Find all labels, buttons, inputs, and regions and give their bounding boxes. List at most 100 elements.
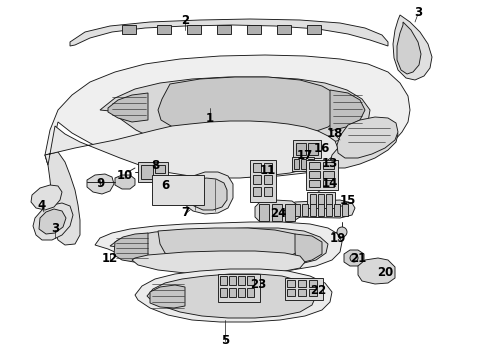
Bar: [187, 25, 201, 34]
Bar: [298, 280, 306, 287]
Bar: [229, 288, 236, 297]
Polygon shape: [33, 203, 73, 240]
Bar: [296, 143, 306, 155]
Bar: [250, 160, 276, 202]
Bar: [157, 25, 171, 34]
Bar: [374, 272, 383, 279]
Text: 22: 22: [310, 284, 326, 297]
Polygon shape: [358, 258, 395, 284]
Polygon shape: [110, 228, 328, 269]
Polygon shape: [158, 228, 300, 265]
Bar: [309, 289, 317, 296]
Polygon shape: [70, 19, 388, 46]
Bar: [323, 171, 334, 178]
Bar: [141, 165, 153, 179]
Bar: [306, 160, 338, 190]
Polygon shape: [39, 209, 66, 234]
Polygon shape: [393, 15, 432, 80]
Polygon shape: [31, 185, 62, 210]
Polygon shape: [188, 178, 227, 210]
Polygon shape: [100, 77, 370, 153]
Polygon shape: [397, 22, 421, 74]
Text: 10: 10: [117, 168, 133, 181]
Bar: [217, 25, 231, 34]
Bar: [309, 280, 317, 287]
Bar: [238, 288, 245, 297]
Text: 7: 7: [181, 206, 189, 219]
Polygon shape: [147, 274, 316, 318]
Text: 23: 23: [250, 279, 266, 292]
Bar: [302, 204, 308, 216]
Polygon shape: [344, 250, 364, 266]
Bar: [253, 187, 261, 196]
Bar: [307, 25, 321, 34]
Bar: [308, 159, 313, 169]
Bar: [229, 276, 236, 285]
Bar: [334, 204, 340, 216]
Polygon shape: [255, 200, 300, 224]
Bar: [277, 25, 291, 34]
Text: 20: 20: [377, 266, 393, 279]
Bar: [298, 289, 306, 296]
Bar: [293, 140, 321, 158]
Bar: [155, 165, 165, 173]
Text: 17: 17: [297, 149, 313, 162]
Bar: [318, 204, 324, 216]
Text: 19: 19: [330, 231, 346, 244]
Polygon shape: [135, 269, 332, 322]
Text: 16: 16: [314, 141, 330, 154]
Bar: [247, 276, 254, 285]
Bar: [301, 159, 306, 169]
Text: 11: 11: [260, 163, 276, 176]
Text: 1: 1: [206, 112, 214, 125]
Bar: [323, 180, 334, 187]
Polygon shape: [45, 152, 80, 245]
Bar: [307, 192, 335, 208]
Bar: [218, 274, 260, 302]
Bar: [138, 162, 168, 182]
Bar: [253, 163, 261, 172]
Polygon shape: [87, 174, 114, 194]
Text: 13: 13: [322, 157, 338, 170]
Bar: [309, 180, 320, 187]
Circle shape: [337, 227, 347, 237]
Bar: [287, 289, 295, 296]
Polygon shape: [45, 121, 338, 178]
Text: 2: 2: [181, 14, 189, 27]
Bar: [309, 171, 320, 178]
Bar: [362, 272, 371, 279]
Bar: [264, 163, 272, 172]
Bar: [310, 194, 316, 206]
Polygon shape: [132, 251, 305, 274]
Bar: [326, 194, 332, 206]
Text: 4: 4: [38, 198, 46, 212]
Text: 15: 15: [340, 194, 356, 207]
Text: 12: 12: [102, 252, 118, 265]
Bar: [308, 143, 318, 155]
Polygon shape: [337, 117, 398, 158]
Bar: [323, 162, 334, 169]
Polygon shape: [115, 175, 135, 189]
Circle shape: [350, 254, 358, 262]
Bar: [220, 276, 227, 285]
Bar: [374, 263, 383, 270]
Polygon shape: [95, 222, 342, 273]
Bar: [122, 25, 136, 34]
Bar: [247, 288, 254, 297]
Polygon shape: [330, 90, 365, 131]
Bar: [264, 175, 272, 184]
Polygon shape: [150, 285, 185, 308]
Bar: [285, 204, 295, 221]
Bar: [264, 187, 272, 196]
Bar: [362, 263, 371, 270]
Bar: [326, 204, 332, 216]
Bar: [238, 276, 245, 285]
Text: 8: 8: [151, 158, 159, 171]
Bar: [310, 204, 316, 216]
Bar: [253, 175, 261, 184]
Bar: [220, 288, 227, 297]
Bar: [247, 25, 261, 34]
Text: 14: 14: [322, 176, 338, 189]
Text: 6: 6: [161, 179, 169, 192]
Bar: [285, 278, 323, 300]
